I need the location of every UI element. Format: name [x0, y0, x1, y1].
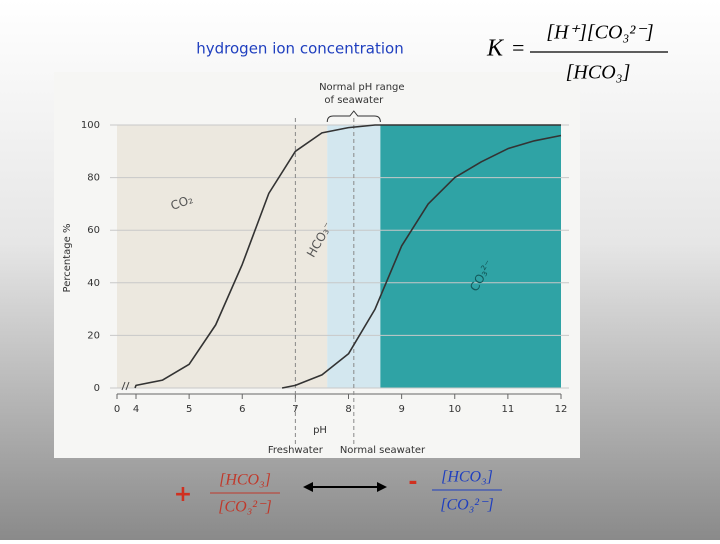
region-label: of seawater: [324, 95, 384, 106]
eq-numerator: [H⁺][CO₃²⁻]: [546, 22, 653, 44]
x-tick-label: 7: [292, 404, 298, 415]
region-label: Normal pH range: [319, 82, 404, 93]
slide-title: hydrogen ion concentration: [196, 40, 403, 58]
x-tick-label: 12: [555, 404, 568, 415]
x-tick-label: 6: [239, 404, 245, 415]
y-tick-label: 100: [81, 120, 100, 131]
eq-sign: =: [511, 35, 526, 60]
y-tick-label: 0: [94, 383, 100, 394]
plus-sign: +: [174, 482, 192, 507]
x-tick-label: 0: [114, 404, 120, 415]
axis-break: [121, 381, 130, 391]
y-axis-label: Percentage %: [62, 224, 73, 293]
brace: [326, 110, 381, 123]
minus-sign: -: [408, 470, 417, 495]
x-tick-label: 11: [502, 404, 515, 415]
series-line: [134, 124, 561, 389]
x-tick-label: 10: [448, 404, 461, 415]
left-numerator: [HCO₃]: [219, 472, 271, 489]
x-tick-label: 4: [133, 404, 139, 415]
eq-denominator: [HCO₃]: [566, 62, 631, 84]
series-line: [281, 134, 562, 389]
region: [327, 125, 381, 388]
x-axis-label: pH: [313, 425, 327, 436]
x-tick-label: 9: [398, 404, 404, 415]
y-tick-label: 20: [87, 330, 100, 341]
right-denominator: [CO₃²⁻]: [440, 497, 493, 514]
reference-label: Normal seawater: [340, 445, 426, 456]
right-numerator: [HCO₃]: [441, 469, 493, 486]
y-tick-label: 60: [87, 225, 100, 236]
reference-label: Freshwater: [268, 445, 324, 456]
chart: Normal pH range of seawater 0 20 40 60 80 100 0 4…: [62, 82, 569, 456]
y-tick-label: 40: [87, 278, 100, 289]
eq-lhs: K: [486, 36, 505, 62]
region: [380, 125, 561, 388]
region: [117, 125, 328, 388]
arrow-heads: [303, 482, 387, 492]
x-tick-label: 5: [186, 404, 192, 415]
x-tick-label: 8: [345, 404, 351, 415]
left-denominator: [CO₃²⁻]: [218, 499, 271, 516]
y-tick-label: 80: [87, 173, 100, 184]
